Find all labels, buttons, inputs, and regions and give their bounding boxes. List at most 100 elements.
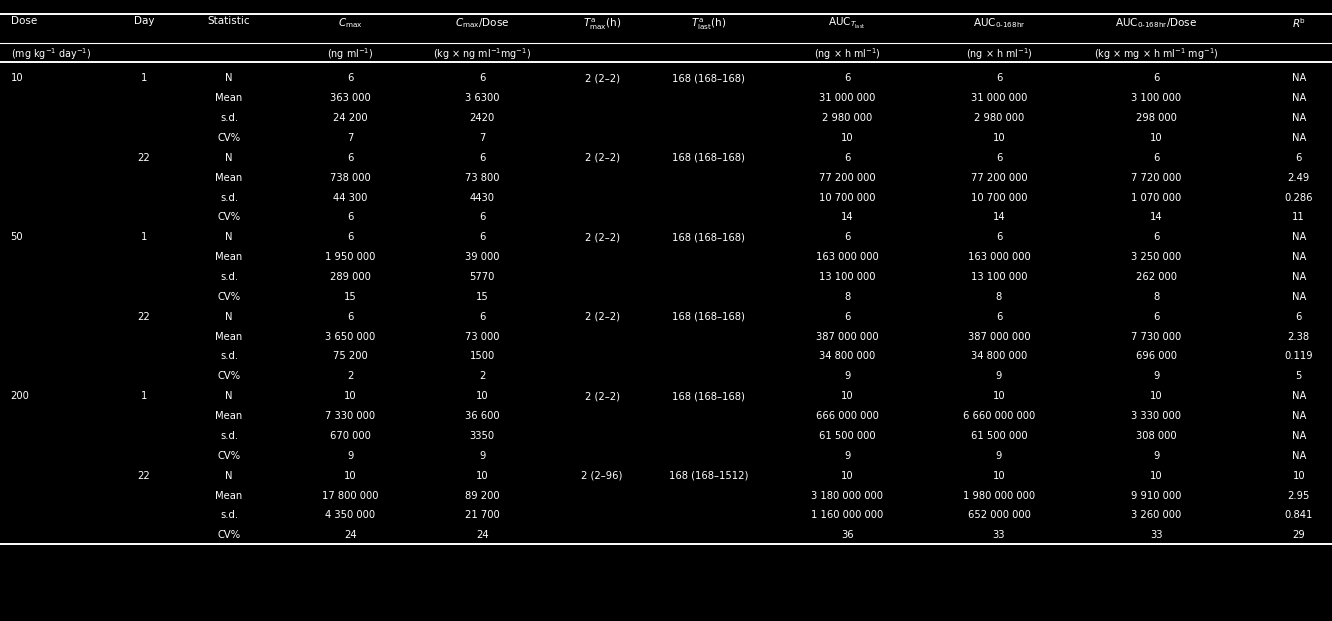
Text: 22: 22: [137, 153, 151, 163]
Text: NA: NA: [1292, 391, 1305, 401]
Text: 666 000 000: 666 000 000: [815, 411, 879, 421]
Text: 6: 6: [348, 73, 353, 83]
Text: 738 000: 738 000: [330, 173, 370, 183]
Text: 7: 7: [348, 133, 353, 143]
Text: Mean: Mean: [216, 252, 242, 262]
Text: NA: NA: [1292, 272, 1305, 282]
Text: 10: 10: [1150, 391, 1163, 401]
Text: 9 910 000: 9 910 000: [1131, 491, 1181, 501]
Text: 24: 24: [476, 530, 489, 540]
Text: 33: 33: [992, 530, 1006, 540]
Text: 44 300: 44 300: [333, 193, 368, 202]
Text: s.d.: s.d.: [220, 272, 238, 282]
Text: 1 950 000: 1 950 000: [325, 252, 376, 262]
Text: N: N: [225, 153, 233, 163]
Text: 387 000 000: 387 000 000: [815, 332, 879, 342]
Text: Dose: Dose: [11, 16, 37, 26]
Text: CV%: CV%: [217, 530, 241, 540]
Text: 1 980 000 000: 1 980 000 000: [963, 491, 1035, 501]
Text: 34 800 000: 34 800 000: [971, 351, 1027, 361]
Text: 73 000: 73 000: [465, 332, 500, 342]
Text: (ng ml$^{-1}$): (ng ml$^{-1}$): [328, 46, 373, 61]
Text: 1 070 000: 1 070 000: [1131, 193, 1181, 202]
Text: 652 000 000: 652 000 000: [967, 510, 1031, 520]
Text: 36 600: 36 600: [465, 411, 500, 421]
Text: 10: 10: [840, 471, 854, 481]
Text: 9: 9: [348, 451, 353, 461]
Text: N: N: [225, 232, 233, 242]
Text: NA: NA: [1292, 133, 1305, 143]
Text: 77 200 000: 77 200 000: [971, 173, 1027, 183]
Text: 6: 6: [348, 153, 353, 163]
Text: 50: 50: [11, 232, 23, 242]
Text: 6: 6: [1154, 312, 1159, 322]
Text: 7 720 000: 7 720 000: [1131, 173, 1181, 183]
Text: 2: 2: [348, 371, 353, 381]
Text: 3 260 000: 3 260 000: [1131, 510, 1181, 520]
Text: N: N: [225, 312, 233, 322]
Text: 6: 6: [480, 153, 485, 163]
Text: 14: 14: [840, 212, 854, 222]
Text: 7 330 000: 7 330 000: [325, 411, 376, 421]
Text: 2420: 2420: [470, 113, 494, 123]
Text: 2 (2–2): 2 (2–2): [585, 232, 619, 242]
Text: 289 000: 289 000: [330, 272, 370, 282]
Text: $R^{\mathrm{b}}$: $R^{\mathrm{b}}$: [1292, 16, 1305, 30]
Text: 200: 200: [11, 391, 29, 401]
Text: $C_{\mathrm{max}}$: $C_{\mathrm{max}}$: [338, 16, 362, 30]
Text: NA: NA: [1292, 411, 1305, 421]
Text: 163 000 000: 163 000 000: [815, 252, 879, 262]
Text: 6: 6: [348, 212, 353, 222]
Text: Statistic: Statistic: [208, 16, 250, 26]
Text: 75 200: 75 200: [333, 351, 368, 361]
Text: 3350: 3350: [470, 431, 494, 441]
Text: 2.49: 2.49: [1288, 173, 1309, 183]
Text: Day: Day: [133, 16, 155, 26]
Text: Mean: Mean: [216, 491, 242, 501]
Text: 387 000 000: 387 000 000: [967, 332, 1031, 342]
Text: 6: 6: [1296, 312, 1301, 322]
Text: 31 000 000: 31 000 000: [819, 93, 875, 103]
Text: 6: 6: [844, 73, 850, 83]
Text: 6: 6: [996, 312, 1002, 322]
Text: s.d.: s.d.: [220, 351, 238, 361]
Text: 6: 6: [480, 212, 485, 222]
Text: Mean: Mean: [216, 173, 242, 183]
Text: 31 000 000: 31 000 000: [971, 93, 1027, 103]
Text: 1500: 1500: [470, 351, 494, 361]
Text: 77 200 000: 77 200 000: [819, 173, 875, 183]
Text: NA: NA: [1292, 73, 1305, 83]
Text: 168 (168–1512): 168 (168–1512): [669, 471, 749, 481]
Text: 89 200: 89 200: [465, 491, 500, 501]
Text: 6: 6: [1154, 73, 1159, 83]
Text: CV%: CV%: [217, 212, 241, 222]
Text: 10 700 000: 10 700 000: [819, 193, 875, 202]
Text: 29: 29: [1292, 530, 1305, 540]
Text: 6: 6: [480, 232, 485, 242]
Text: CV%: CV%: [217, 371, 241, 381]
Text: 6: 6: [348, 312, 353, 322]
Text: Mean: Mean: [216, 332, 242, 342]
Text: 10: 10: [1150, 471, 1163, 481]
Text: (kg $\times$ mg $\times$ h ml$^{-1}$ mg$^{-1}$): (kg $\times$ mg $\times$ h ml$^{-1}$ mg$…: [1094, 46, 1219, 61]
Text: Mean: Mean: [216, 93, 242, 103]
Text: 15: 15: [344, 292, 357, 302]
Text: 6: 6: [1296, 153, 1301, 163]
Text: N: N: [225, 73, 233, 83]
Text: NA: NA: [1292, 451, 1305, 461]
Text: 2.95: 2.95: [1288, 491, 1309, 501]
Text: 8: 8: [844, 292, 850, 302]
Text: 6: 6: [348, 232, 353, 242]
Text: 7: 7: [480, 133, 485, 143]
Text: 61 500 000: 61 500 000: [819, 431, 875, 441]
Text: 0.119: 0.119: [1284, 351, 1313, 361]
Text: 73 800: 73 800: [465, 173, 500, 183]
Text: (ng $\times$ h ml$^{-1}$): (ng $\times$ h ml$^{-1}$): [966, 46, 1032, 61]
Text: $\mathrm{AUC}_{T_{\mathrm{last}}}$: $\mathrm{AUC}_{T_{\mathrm{last}}}$: [829, 16, 866, 31]
Text: $\mathrm{AUC}_{0\text{-}168\mathrm{hr}}$: $\mathrm{AUC}_{0\text{-}168\mathrm{hr}}$: [972, 16, 1026, 30]
Text: CV%: CV%: [217, 133, 241, 143]
Text: 308 000: 308 000: [1136, 431, 1176, 441]
Text: 6: 6: [1154, 232, 1159, 242]
Text: 36: 36: [840, 530, 854, 540]
Text: s.d.: s.d.: [220, 193, 238, 202]
